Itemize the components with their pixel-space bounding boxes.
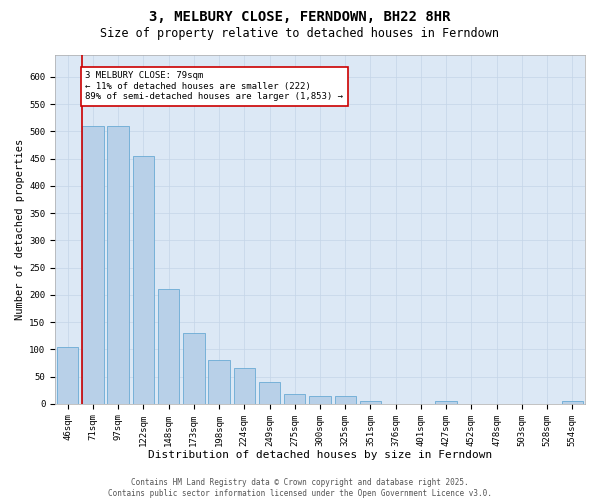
Bar <box>284 394 305 404</box>
Text: 3 MELBURY CLOSE: 79sqm
← 11% of detached houses are smaller (222)
89% of semi-de: 3 MELBURY CLOSE: 79sqm ← 11% of detached… <box>85 72 343 101</box>
Text: 3, MELBURY CLOSE, FERNDOWN, BH22 8HR: 3, MELBURY CLOSE, FERNDOWN, BH22 8HR <box>149 10 451 24</box>
X-axis label: Distribution of detached houses by size in Ferndown: Distribution of detached houses by size … <box>148 450 492 460</box>
Bar <box>183 333 205 404</box>
Bar <box>57 346 79 404</box>
Bar <box>208 360 230 404</box>
Bar <box>233 368 255 404</box>
Bar <box>133 156 154 404</box>
Bar <box>360 401 381 404</box>
Bar <box>158 290 179 404</box>
Bar <box>335 396 356 404</box>
Text: Size of property relative to detached houses in Ferndown: Size of property relative to detached ho… <box>101 28 499 40</box>
Text: Contains HM Land Registry data © Crown copyright and database right 2025.
Contai: Contains HM Land Registry data © Crown c… <box>108 478 492 498</box>
Bar <box>436 401 457 404</box>
Y-axis label: Number of detached properties: Number of detached properties <box>15 139 25 320</box>
Bar <box>107 126 129 404</box>
Bar <box>562 401 583 404</box>
Bar <box>309 396 331 404</box>
Bar <box>82 126 104 404</box>
Bar <box>259 382 280 404</box>
